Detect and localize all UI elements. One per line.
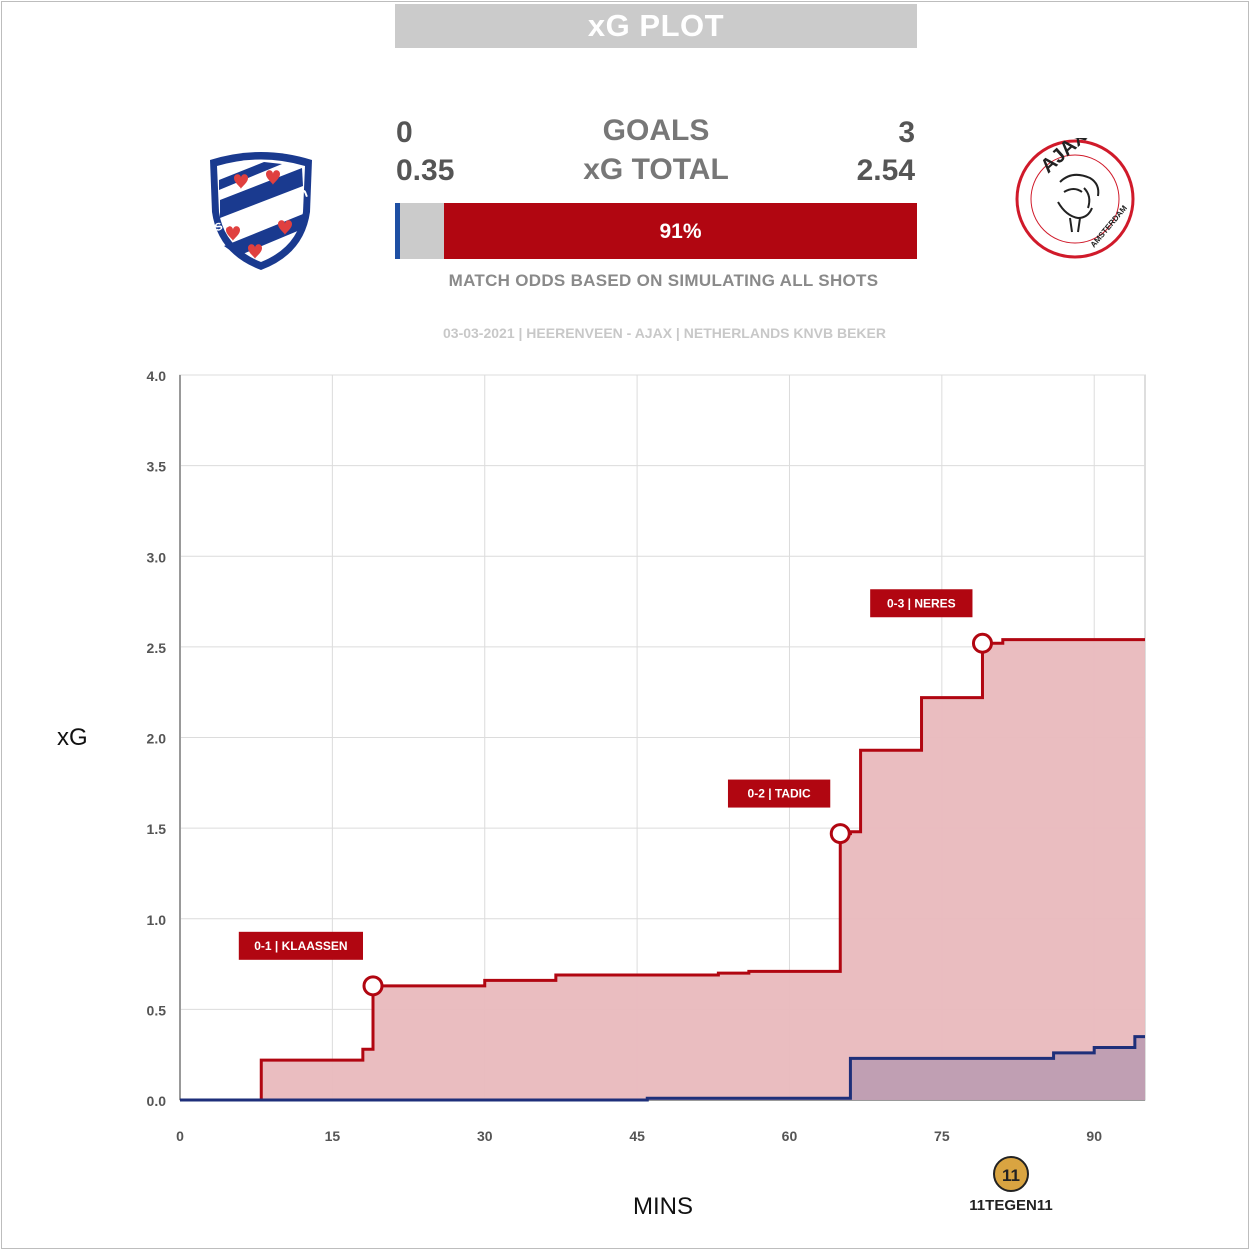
odds-caption: MATCH ODDS BASED ON SIMULATING ALL SHOTS <box>448 271 879 290</box>
home-win-segment <box>395 203 401 259</box>
svg-text:11TEGEN11: 11TEGEN11 <box>969 1197 1052 1214</box>
page-title: xG PLOT <box>395 4 917 48</box>
y-axis-label: xG <box>57 724 88 751</box>
home-goals: 0 <box>396 116 413 149</box>
away-xg-total: 2.54 <box>856 154 915 187</box>
draw-segment <box>401 203 443 259</box>
home-team-logo: sc Heerenveen <box>210 152 312 270</box>
svg-text:11: 11 <box>1002 1166 1020 1185</box>
away-team-logo: AJAX AMSTERDAM <box>1015 138 1135 259</box>
match-info: 03-03-2021 | HEERENVEEN - AJAX | NETHERL… <box>443 325 886 341</box>
away-goals: 3 <box>898 116 915 149</box>
x-axis-label: MINS <box>633 1193 693 1220</box>
xg-total-label: xG TOTAL <box>583 153 729 186</box>
home-xg-total: 0.35 <box>396 154 455 187</box>
brand-logo: 11 11TEGEN11 <box>969 1156 1053 1214</box>
away-win-segment: 91% <box>443 203 917 259</box>
goals-label: GOALS <box>602 114 710 147</box>
match-odds-bar: 91% <box>395 203 917 259</box>
